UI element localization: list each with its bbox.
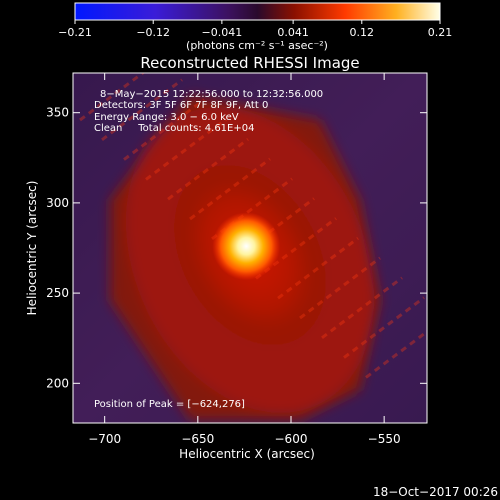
y-tick-label: 350: [46, 106, 69, 120]
annotation-time-range: 8−May−2015 12:22:56.000 to 12:32:56.000: [100, 89, 323, 100]
emission-stripe: [277, 236, 359, 300]
peak-position-label: Position of Peak = [−624,276]: [94, 399, 245, 410]
x-tick-label: −550: [368, 432, 401, 446]
colorbar-ticks: −0.21 −0.12 −0.041 0.041 0.12 0.21: [58, 20, 452, 39]
emission-stripe: [145, 118, 227, 181]
colorbar-tick-label: 0.21: [428, 26, 453, 39]
footer-date: 18−Oct−2017 00:26: [373, 485, 498, 499]
emission-stripe: [299, 256, 381, 320]
colorbar: [74, 2, 441, 21]
y-axis-label: Heliocentric Y (arcsec): [25, 181, 39, 316]
emission-stripe: [365, 329, 427, 379]
annotation-energy-range: Energy Range: 3.0 − 6.0 keV: [94, 112, 239, 123]
y-tick-label: 300: [46, 196, 69, 210]
annotation-total-counts: Clean Total counts: 4.61E+04: [94, 123, 254, 134]
y-tick-label: 250: [46, 286, 69, 300]
emission-stripe: [79, 73, 146, 122]
colorbar-tick-label: −0.21: [58, 26, 92, 39]
x-axis-label: Heliocentric X (arcsec): [179, 447, 315, 461]
x-axis-ticks: −700 −650 −600 −550: [88, 73, 401, 446]
colorbar-tick-label: 0.12: [350, 26, 375, 39]
annotation-detectors: Detectors: 3F 5F 6F 7F 8F 9F, Att 0: [94, 100, 268, 111]
colorbar-unit-label: (photons cm⁻² s⁻¹ asec⁻²): [186, 39, 328, 52]
y-tick-label: 200: [46, 376, 69, 390]
x-tick-label: −600: [275, 432, 308, 446]
emission-stripe: [321, 276, 403, 339]
y-axis-ticks: 200 250 300 350: [46, 106, 427, 390]
chart-title: Reconstructed RHESSI Image: [140, 54, 359, 72]
emission-stripe: [123, 98, 205, 161]
emission-stripe: [343, 296, 425, 359]
x-tick-label: −700: [88, 432, 121, 446]
plot-frame: [72, 72, 428, 424]
peak-source: [212, 212, 281, 281]
emission-stripe: [101, 78, 183, 142]
emission-stripe: [189, 157, 271, 221]
colorbar-tick-label: −0.12: [136, 26, 170, 39]
emission-stripe: [167, 137, 249, 201]
colorbar-tick-label: 0.041: [277, 26, 309, 39]
x-tick-label: −650: [181, 432, 214, 446]
heatmap-image: [73, 73, 427, 423]
colorbar-tick-label: −0.041: [202, 26, 243, 39]
